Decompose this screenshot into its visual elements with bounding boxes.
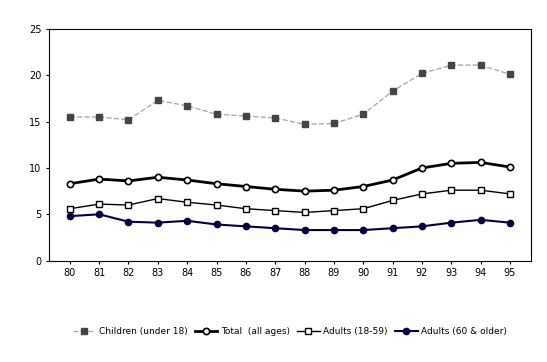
Legend: Children (under 18), Total  (all ages), Adults (18-59), Adults (60 & older): Children (under 18), Total (all ages), A… [69, 323, 511, 339]
